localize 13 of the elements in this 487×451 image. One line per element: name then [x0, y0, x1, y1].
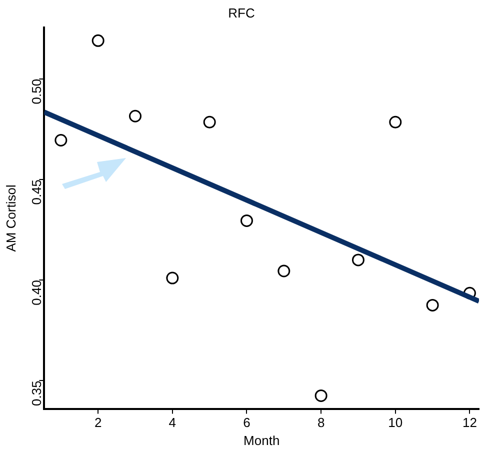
- y-axis-title: AM Cortisol: [3, 184, 18, 252]
- x-tick-label: 10: [388, 415, 403, 430]
- y-tick-label: 0.35: [28, 380, 44, 406]
- x-tick-label: 6: [243, 415, 250, 430]
- y-tick-label: 0.45: [28, 179, 44, 205]
- x-tick-label: 12: [462, 415, 477, 430]
- x-tick-label: 8: [317, 415, 325, 430]
- y-tick-label: 0.50: [28, 78, 44, 104]
- x-tick-label: 4: [168, 415, 176, 430]
- chart-title: RFC: [228, 5, 255, 20]
- x-tick-label: 2: [94, 415, 102, 430]
- x-axis-title: Month: [244, 432, 280, 448]
- y-tick-label: 0.40: [28, 280, 44, 306]
